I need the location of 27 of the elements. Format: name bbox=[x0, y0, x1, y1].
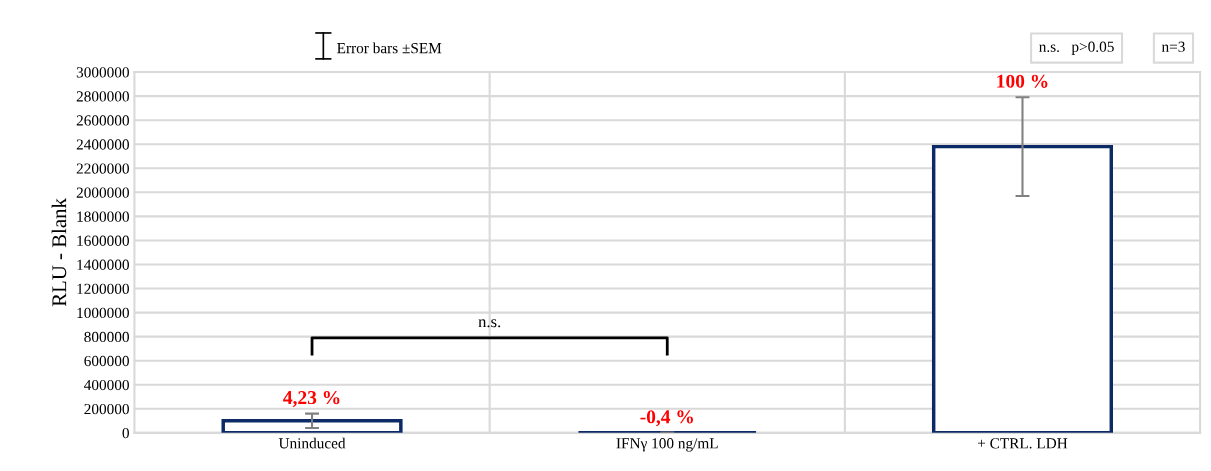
annotation: -0,4 % bbox=[640, 410, 693, 427]
y-tick-label: 800000 bbox=[84, 331, 129, 343]
y-tick-label: 3000000 bbox=[76, 67, 129, 78]
x-tick-label: + CTRL. LDH bbox=[977, 438, 1068, 449]
text: Error bars ±SEM bbox=[337, 42, 442, 54]
y-tick-label: 1000000 bbox=[77, 307, 129, 319]
y-tick-label: 200000 bbox=[84, 403, 129, 415]
y-tick-label: 1200000 bbox=[77, 283, 129, 294]
annotation: 100 % bbox=[997, 74, 1048, 88]
y-tick-label: 2800000 bbox=[76, 91, 129, 102]
y-tick-label: 600000 bbox=[84, 355, 129, 367]
y-tick-label: 0 bbox=[122, 427, 129, 439]
y-tick-label: 1800000 bbox=[77, 211, 129, 222]
y-axis-title: RLU - Blank bbox=[51, 198, 67, 307]
text: n.s. p>0.05 bbox=[1039, 41, 1114, 55]
text: n=3 bbox=[1161, 41, 1185, 52]
y-tick-label: 2600000 bbox=[76, 115, 129, 126]
x-tick-label: Uninduced bbox=[278, 437, 346, 449]
y-tick-label: 1600000 bbox=[77, 235, 129, 246]
y-tick-label: 1400000 bbox=[77, 259, 129, 270]
annotation: n.s. bbox=[478, 319, 501, 328]
annotation: 4,23 % bbox=[283, 390, 340, 407]
y-tick-label: 400000 bbox=[84, 379, 129, 391]
y-tick-label: 2200000 bbox=[76, 163, 129, 174]
y-tick-label: 2000000 bbox=[76, 187, 129, 198]
y-tick-label: 2400000 bbox=[76, 139, 129, 150]
x-tick-label: IFNγ 100 ng/mL bbox=[616, 438, 718, 452]
